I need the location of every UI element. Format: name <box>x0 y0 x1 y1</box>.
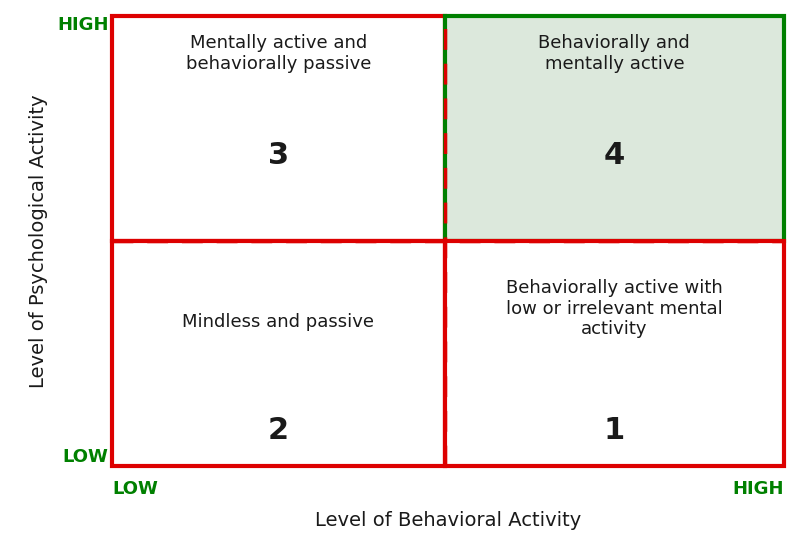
Bar <box>112 241 445 466</box>
Text: Mindless and passive: Mindless and passive <box>182 313 374 331</box>
Text: Behaviorally active with
low or irrelevant mental
activity: Behaviorally active with low or irreleva… <box>506 279 722 338</box>
Text: 3: 3 <box>268 141 289 170</box>
Text: Level of Behavioral Activity: Level of Behavioral Activity <box>315 511 581 530</box>
Text: LOW: LOW <box>62 448 109 466</box>
Text: Level of Psychological Activity: Level of Psychological Activity <box>29 94 47 388</box>
Text: 4: 4 <box>604 141 625 170</box>
Bar <box>112 16 445 241</box>
Text: 2: 2 <box>268 416 289 444</box>
Text: Behaviorally and
mentally active: Behaviorally and mentally active <box>538 34 690 73</box>
Bar <box>445 241 784 466</box>
Text: HIGH: HIGH <box>733 480 784 498</box>
Text: HIGH: HIGH <box>57 16 109 34</box>
Text: Mentally active and
behaviorally passive: Mentally active and behaviorally passive <box>186 34 371 73</box>
Bar <box>445 16 784 241</box>
Text: LOW: LOW <box>112 480 158 498</box>
Text: 1: 1 <box>604 416 625 444</box>
